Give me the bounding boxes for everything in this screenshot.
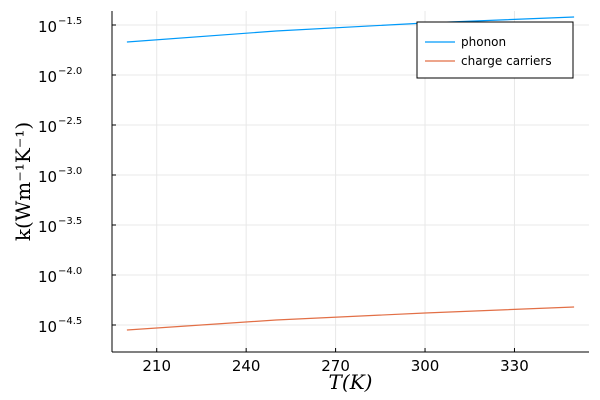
y-tick-exponent: −4.5 (58, 316, 82, 327)
y-tick-label: 10 (38, 118, 57, 136)
x-tick-label: 330 (500, 357, 529, 375)
grid-layer (112, 11, 589, 352)
y-tick-exponent: −3.0 (58, 166, 82, 177)
legend-label-0: phonon (461, 35, 506, 49)
x-tick-label: 240 (232, 357, 261, 375)
x-tick-label: 210 (142, 357, 171, 375)
series-layer (126, 16, 575, 331)
y-tick-exponent: −1.5 (58, 16, 82, 27)
y-tick-exponent: −2.0 (58, 66, 82, 77)
x-tick-label: 300 (411, 357, 440, 375)
legend-label-1: charge carriers (461, 54, 552, 68)
y-tick-label: 10 (38, 318, 57, 336)
y-tick-label: 10 (38, 168, 57, 186)
y-tick-exponent: −3.5 (58, 216, 82, 227)
x-tick-label: 270 (321, 357, 350, 375)
legend: phonon charge carriers (416, 21, 574, 79)
y-tick-label: 10 (38, 18, 57, 36)
series-line-1 (126, 306, 575, 331)
y-axis-title: k(Wm⁻¹K⁻¹) (11, 122, 35, 241)
axes-layer (111, 11, 589, 353)
y-tick-label: 10 (38, 68, 57, 86)
series-line-0 (126, 16, 575, 43)
y-tick-label: 10 (38, 268, 57, 286)
legend-box (416, 21, 574, 79)
x-axis-title: T(K) (329, 370, 373, 394)
y-tick-label: 10 (38, 218, 57, 236)
y-tick-exponent: −4.0 (58, 266, 82, 277)
y-tick-exponent: −2.5 (58, 116, 82, 127)
